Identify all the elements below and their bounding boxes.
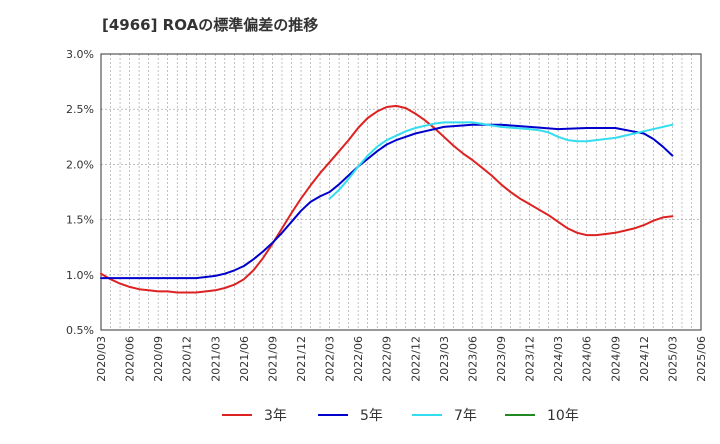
legend-label-7年: 7年	[454, 408, 477, 424]
x-tick-label: 2021/03	[209, 336, 222, 382]
x-tick-label: 2023/09	[495, 336, 508, 382]
x-tick-label: 2020/09	[152, 336, 165, 382]
x-tick-label: 2021/09	[266, 336, 279, 382]
x-tick-label: 2022/06	[352, 336, 365, 382]
x-tick-label: 2022/12	[409, 336, 422, 382]
x-tick-label: 2022/09	[381, 336, 394, 382]
x-tick-label: 2023/12	[524, 336, 537, 382]
y-tick-label: 1.0%	[66, 269, 94, 282]
series-line-3年	[100, 104, 674, 294]
y-tick-label: 2.5%	[66, 103, 94, 116]
y-tick-label: 1.5%	[66, 214, 94, 227]
legend-label-10年: 10年	[547, 408, 579, 424]
x-tick-label: 2020/12	[181, 336, 194, 382]
x-tick-label: 2024/12	[638, 336, 651, 382]
x-tick-label: 2024/09	[609, 336, 622, 382]
x-tick-label: 2021/12	[295, 336, 308, 382]
series-line-7年	[328, 121, 674, 200]
x-tick-label: 2024/03	[552, 336, 565, 382]
y-tick-label: 2.0%	[66, 158, 94, 171]
plot-frame	[100, 53, 702, 331]
x-tick-label: 2021/06	[238, 336, 251, 382]
x-tick-label: 2023/06	[466, 336, 479, 382]
chart-title: [4966] ROAの標準偏差の推移	[102, 16, 319, 34]
plot-area	[101, 54, 701, 330]
x-tick-label: 2024/06	[581, 336, 594, 382]
y-tick-label: 3.0%	[66, 48, 94, 61]
series-line-5年	[100, 123, 674, 280]
x-tick-label: 2022/03	[324, 336, 337, 382]
legend-label-5年: 5年	[360, 408, 383, 424]
x-tick-label: 2025/06	[695, 336, 708, 382]
x-tick-label: 2020/06	[124, 336, 137, 382]
x-tick-label: 2023/03	[438, 336, 451, 382]
y-tick-label: 0.5%	[66, 324, 94, 337]
x-tick-label: 2020/03	[95, 336, 108, 382]
legend-label-3年: 3年	[264, 408, 287, 424]
x-tick-label: 2025/03	[666, 336, 679, 382]
